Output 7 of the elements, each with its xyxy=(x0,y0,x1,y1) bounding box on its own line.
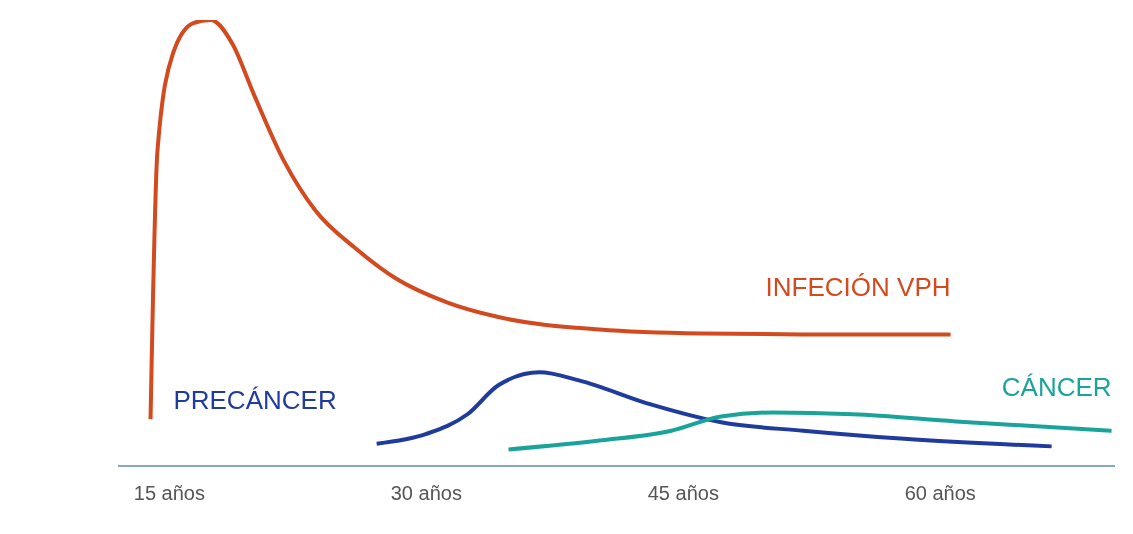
x-tick-label: 45 años xyxy=(647,482,719,505)
series-label: CÁNCER xyxy=(1001,371,1112,402)
series-label: INFECIÓN VPH xyxy=(765,272,951,303)
x-tick-label: 60 años xyxy=(904,482,976,505)
x-tick-label: 15 años xyxy=(133,482,205,505)
series-label: PRECÁNCER xyxy=(173,384,337,415)
x-tick-label: 30 años xyxy=(390,482,462,505)
